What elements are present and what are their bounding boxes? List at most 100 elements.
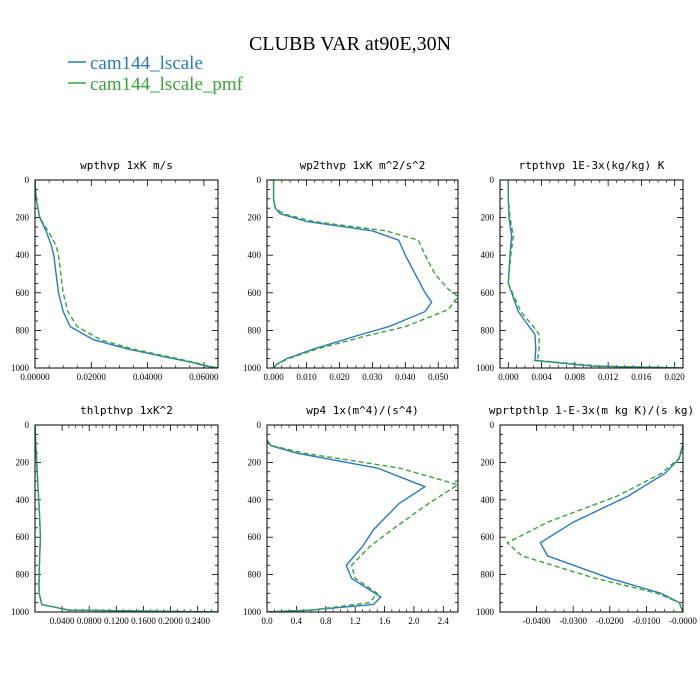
y-tick-label: 800 — [481, 325, 495, 335]
series-line-0 — [539, 425, 683, 612]
x-tick-label: -0.0300 — [559, 616, 587, 626]
x-tick-label: 2.0 — [408, 616, 420, 626]
series-line-0 — [272, 180, 433, 368]
panel-3: thlpthvp 1xK^2 0 200 400 600 800 1000 0.0400 0.0… — [11, 404, 219, 626]
x-tick-label: 0.010 — [296, 372, 317, 382]
y-tick-label: 400 — [16, 495, 30, 505]
legend-label-0: cam144_lscale — [90, 53, 203, 74]
x-tick-label: 1.2 — [350, 616, 361, 626]
x-tick-label: 0.050 — [428, 372, 449, 382]
x-tick-label: -0.0400 — [523, 616, 551, 626]
y-tick-label: 600 — [248, 288, 262, 298]
x-tick-label: 0.040 — [395, 372, 416, 382]
panel-title: thlpthvp 1xK^2 — [80, 404, 173, 417]
x-tick-label: 0.0400 — [50, 616, 75, 626]
y-tick-label: 200 — [481, 457, 495, 467]
x-tick-label: 0.06000 — [189, 372, 219, 382]
series-line-1 — [272, 180, 458, 368]
panel-title: wp4 1x(m^4)/(s^4) — [306, 404, 419, 417]
x-tick-label: 0.1600 — [131, 616, 156, 626]
series-line-1 — [267, 439, 458, 612]
plot-frame — [34, 179, 219, 369]
x-tick-label: 0.012 — [598, 372, 618, 382]
series-line-1 — [35, 180, 218, 368]
x-tick-label: 0.016 — [631, 372, 652, 382]
x-tick-label: 0.020 — [665, 372, 686, 382]
y-tick-label: 200 — [16, 213, 30, 223]
x-tick-label: 0.000 — [498, 372, 519, 382]
y-tick-label: 400 — [481, 250, 495, 260]
y-tick-label: 0 — [25, 420, 30, 430]
x-tick-label: 0.8 — [320, 616, 332, 626]
y-tick-label: 600 — [481, 288, 495, 298]
x-tick-label: 0.008 — [565, 372, 586, 382]
x-tick-label: 0.1200 — [104, 616, 129, 626]
panel-1: wp2thvp 1xK m^2/s^2 0 200 400 600 800 10000.00… — [243, 159, 459, 382]
x-tick-label: 0.020 — [329, 372, 350, 382]
y-tick-label: 1000 — [476, 607, 495, 617]
y-tick-label: 0 — [25, 175, 30, 185]
panel-title: wp2thvp 1xK m^2/s^2 — [300, 159, 426, 172]
series-line-0 — [35, 425, 218, 612]
x-tick-label: 0.2000 — [158, 616, 183, 626]
y-tick-label: 800 — [248, 570, 262, 580]
y-tick-label: 800 — [16, 325, 30, 335]
x-tick-label: 0.00000 — [20, 372, 50, 382]
series-line-1 — [506, 425, 683, 612]
x-tick-label: 0.04000 — [133, 372, 163, 382]
plot-frame — [499, 424, 684, 613]
panel-title: rtpthvp 1E-3x(kg/kg) K — [519, 159, 665, 172]
y-tick-label: 200 — [248, 457, 262, 467]
y-tick-label: 200 — [481, 213, 495, 223]
x-tick-label: -0.0100 — [633, 616, 661, 626]
y-tick-label: 1000 — [11, 607, 30, 617]
x-tick-label: 2.4 — [438, 616, 450, 626]
x-tick-label: 0.030 — [362, 372, 383, 382]
x-tick-label: 0.000 — [263, 372, 284, 382]
y-tick-label: 400 — [248, 495, 262, 505]
x-tick-label: 0.2400 — [185, 616, 210, 626]
x-tick-label: -0.0200 — [596, 616, 624, 626]
x-tick-label: -0.0000 — [669, 616, 697, 626]
panel-5: wprtpthlp 1-E-3x(m kg K)/(s kg) 0 200 400 60… — [476, 404, 697, 626]
legend-label-1: cam144_lscale_pmf — [90, 74, 244, 95]
legend: cam144_lscale cam144_lscale_pmf — [68, 53, 244, 95]
plot-frame — [266, 424, 459, 613]
x-tick-label: 1.6 — [379, 616, 391, 626]
y-tick-label: 400 — [16, 250, 30, 260]
y-tick-label: 0 — [257, 175, 262, 185]
y-tick-label: 600 — [16, 532, 30, 542]
series-line-0 — [35, 180, 218, 368]
y-tick-label: 600 — [16, 288, 30, 298]
series-line-0 — [267, 439, 427, 612]
y-tick-label: 1000 — [11, 363, 30, 373]
y-tick-label: 200 — [16, 457, 30, 467]
plot-frame — [266, 179, 459, 369]
figure-title: CLUBB VAR at90E,30N — [249, 33, 451, 55]
y-tick-label: 600 — [248, 532, 262, 542]
x-tick-label: 0.02000 — [77, 372, 107, 382]
y-tick-label: 800 — [16, 570, 30, 580]
x-tick-label: 0.4 — [291, 616, 303, 626]
y-tick-label: 0 — [490, 175, 495, 185]
series-line-1 — [507, 180, 683, 368]
y-tick-label: 1000 — [243, 607, 262, 617]
y-tick-label: 0 — [257, 420, 262, 430]
y-tick-label: 600 — [481, 532, 495, 542]
y-tick-label: 800 — [248, 325, 262, 335]
x-tick-label: 0.0800 — [77, 616, 102, 626]
plot-frame — [34, 424, 219, 613]
y-tick-label: 1000 — [476, 363, 495, 373]
series-line-0 — [507, 180, 683, 368]
x-tick-label: 0.004 — [531, 372, 552, 382]
plot-frame — [499, 179, 684, 369]
x-tick-label: 0.0 — [261, 616, 273, 626]
y-tick-label: 400 — [248, 250, 262, 260]
panel-title: wprtpthlp 1-E-3x(m kg K)/(s kg) — [489, 404, 694, 417]
series-line-1 — [35, 425, 218, 612]
y-tick-label: 400 — [481, 495, 495, 505]
